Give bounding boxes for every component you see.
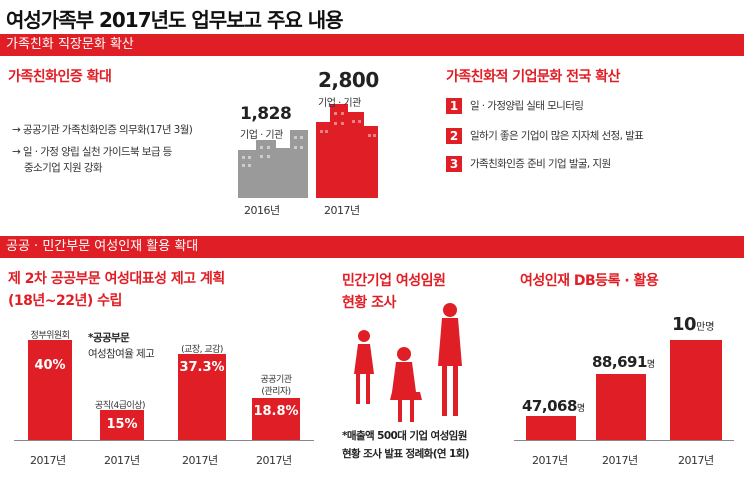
db-unit: 명 (576, 404, 586, 414)
public-plan-heading-1: 제 2차 공공부문 여성대표성 제고 계획 (8, 271, 225, 287)
bar-gov-committee: 40% (28, 340, 72, 440)
year-2017: 2017년 (324, 204, 360, 217)
value-2017: 2,800 (318, 68, 379, 92)
bullet-3: 중소기업 지원 강화 (24, 162, 103, 174)
db-bar-3 (670, 340, 722, 440)
db-value-2: 88,691명 (592, 352, 655, 371)
bar-civil-service: 15% (100, 410, 144, 440)
db-number: 47,068 (522, 397, 577, 415)
number-badge: 2 (446, 128, 462, 144)
section-band-women: 공공 · 민간부문 여성인재 활용 확대 (0, 236, 744, 258)
year-label: 2017년 (104, 454, 140, 467)
family-cert-heading: 가족친화인증 확대 (8, 69, 112, 85)
bullet-2: → 일 · 가정 양립 실천 가이드북 보급 등 (12, 146, 172, 158)
baseline (14, 440, 314, 441)
year-label: 2017년 (256, 454, 292, 467)
item-text: 일하기 좋은 기업이 많은 지자체 선정, 발표 (470, 130, 644, 142)
section-band-family: 가족친화 직장문화 확산 (0, 34, 744, 56)
note-public-2: 여성참여율 제고 (88, 348, 155, 360)
db-number: 10 (672, 314, 697, 335)
bar-label: 공공기관 (260, 375, 292, 385)
note-public-1: *공공부문 (88, 332, 130, 344)
family-culture-heading: 가족친화적 기업문화 전국 확산 (446, 69, 621, 85)
red-buildings (316, 104, 378, 198)
db-unit: 만명 (696, 322, 715, 333)
value-2016: 1,828 (240, 104, 292, 124)
db-bar-1 (526, 416, 576, 440)
db-number: 88,691 (592, 353, 647, 371)
unit-2017: 기업 · 기관 (318, 98, 361, 109)
bar-school: 37.3% (178, 354, 226, 440)
number-badge: 1 (446, 98, 462, 114)
bar-label-2: (관리자) (261, 387, 291, 397)
bullet-1: → 공공기관 가족친화인증 의무화(17년 3월) (12, 124, 193, 136)
item-text: 가족친화인증 준비 기업 발굴, 지원 (470, 158, 611, 170)
women-silhouette-illustration (354, 303, 462, 422)
number-badge: 3 (446, 156, 462, 172)
bar-label: 정부위원회 (30, 331, 70, 341)
private-heading-2: 현황 조사 (342, 295, 396, 311)
bar-public-org: 18.8% (252, 398, 300, 440)
db-unit: 명 (646, 360, 656, 370)
item-text: 일 · 가정양립 실태 모니터링 (470, 100, 584, 112)
bar-label: 공직(4급이상) (94, 401, 146, 411)
db-heading: 여성인재 DB등록 · 활용 (520, 273, 659, 289)
buildings-illustration (238, 104, 378, 198)
unit-2016: 기업 · 기관 (240, 130, 283, 141)
year-label: 2017년 (30, 454, 66, 467)
public-plan-heading-2: (18년~22년) 수립 (8, 293, 122, 309)
bar-label: (교장, 교감) (181, 345, 223, 355)
private-note-2: 현황 조사 발표 정례화(연 1회) (342, 448, 470, 460)
year-label: 2017년 (182, 454, 218, 467)
year-label: 2017년 (602, 454, 638, 467)
db-value-3: 10만명 (672, 314, 714, 335)
private-note-1: *매출액 500대 기업 여성임원 (342, 430, 467, 442)
year-label: 2017년 (532, 454, 568, 467)
db-value-1: 47,068명 (522, 396, 585, 415)
db-bar-2 (596, 374, 646, 440)
year-2016: 2016년 (244, 204, 280, 217)
db-baseline (514, 440, 734, 441)
year-label: 2017년 (678, 454, 714, 467)
private-heading-1: 민간기업 여성임원 (342, 273, 446, 289)
page-title: 여성가족부 2017년도 업무보고 주요 내용 (6, 8, 344, 32)
